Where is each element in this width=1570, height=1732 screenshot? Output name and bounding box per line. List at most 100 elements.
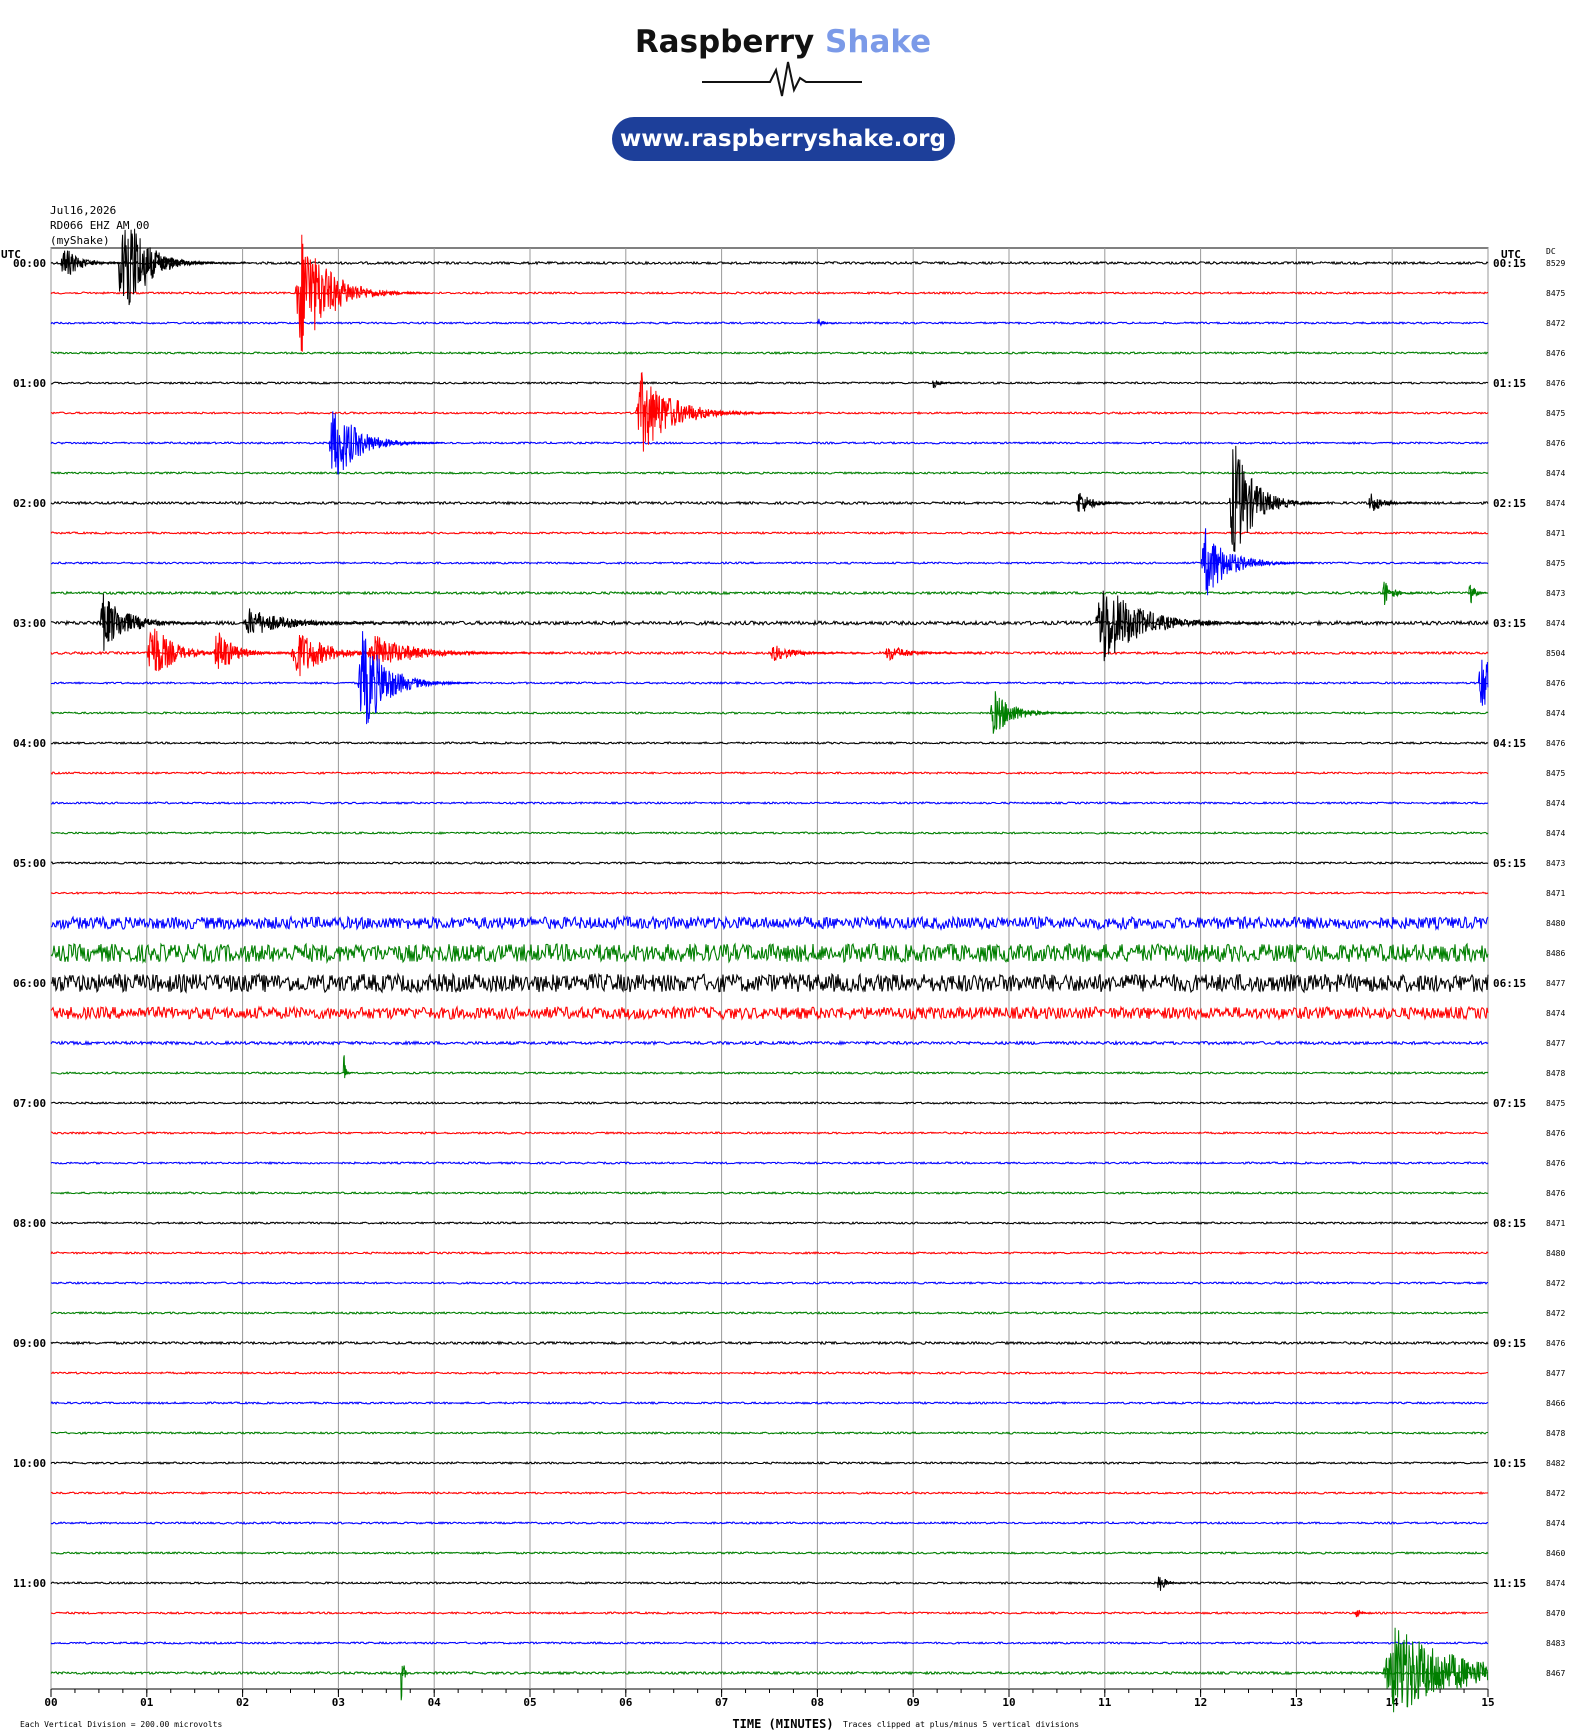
dc-value: 8475 [1546,1099,1565,1108]
trace [50,741,1489,746]
row-label-left: 06:00 [13,977,46,990]
trace [50,590,1489,596]
trace [50,471,1489,476]
trace [50,1221,1489,1225]
row-label-right: 02:15 [1493,497,1526,510]
trace [50,1131,1489,1136]
dc-value: 8472 [1546,1489,1565,1498]
x-tick-label: 09 [907,1696,920,1709]
event-trace [294,234,430,352]
trace [50,1521,1488,1525]
dc-value: 8483 [1546,1639,1565,1648]
event-trace [1094,590,1268,662]
x-tick-label: 03 [332,1696,345,1709]
trace [50,891,1489,896]
x-tick-label: 06 [619,1696,633,1709]
dc-value: 8474 [1546,1519,1565,1528]
trace [50,291,1489,295]
x-tick-label: 01 [140,1696,154,1709]
event-trace [931,379,961,389]
row-label-left: 02:00 [13,497,46,510]
trace [50,531,1489,536]
trace [50,441,1489,445]
dc-value: 8474 [1546,829,1565,838]
url: www.raspberryshake.org [620,126,946,152]
trace [50,860,1489,865]
dc-value: 8460 [1546,1549,1565,1558]
x-tick-label: 08 [811,1696,824,1709]
event-trace [290,634,425,677]
row-label-right: 10:15 [1493,1457,1526,1470]
trace [50,914,1489,931]
event-trace [1382,1627,1489,1713]
event-trace [400,1665,411,1701]
x-tick-label: 10 [1002,1696,1015,1709]
dc-label: DC [1546,247,1556,256]
dc-value: 8480 [1546,919,1565,928]
scale-note: Each Vertical Division = 200.00 microvol… [20,1720,222,1729]
trace [50,1340,1489,1346]
event-trace [634,371,789,452]
row-label-left: 01:00 [13,377,46,390]
right-axis-label: UTC [1501,248,1521,261]
x-tick-label: 07 [715,1696,728,1709]
trace [50,1101,1489,1105]
trace [50,942,1489,964]
dc-value: 8474 [1546,619,1565,628]
dc-value: 8472 [1546,1279,1565,1288]
trace [50,1401,1489,1406]
trace [50,1370,1489,1375]
row-label-left: 11:00 [13,1577,46,1590]
x-tick-label: 11 [1098,1696,1112,1709]
row-label-left: 04:00 [13,737,46,750]
dc-value: 8476 [1546,439,1565,448]
trace [50,710,1489,715]
dc-value: 8472 [1546,1309,1565,1318]
plot: 00 01 02 03 04 05 06 07 08 09 10 11 12 13 14 15Jul16,20… [1,204,1565,1731]
trace [50,831,1489,835]
row-label-right: 00:15 [1493,257,1526,270]
trace [50,381,1489,385]
row-label-left: 03:00 [13,617,46,630]
dc-value: 8476 [1546,349,1565,358]
trace [50,1431,1489,1435]
dc-value: 8471 [1546,529,1565,538]
trace [50,1580,1489,1585]
trace [50,1461,1489,1465]
brand: Raspberry Shake [635,24,931,60]
event-trace [884,646,981,662]
dc-value: 8476 [1546,739,1565,748]
trace [50,1251,1489,1255]
dc-value: 8486 [1546,949,1565,958]
logo-wave [702,61,862,97]
dc-value: 8482 [1546,1459,1565,1468]
station-info: (myShake) [50,234,110,247]
trace [50,260,1489,266]
dc-value: 8504 [1546,649,1565,658]
row-label-left: 05:00 [13,857,46,870]
dc-value: 8471 [1546,889,1565,898]
row-label-right: 04:15 [1493,737,1526,750]
event-trace [1468,584,1488,604]
row-label-right: 05:15 [1493,857,1526,870]
trace [50,1641,1489,1645]
dc-value: 8470 [1546,1609,1565,1618]
dc-value: 8467 [1546,1669,1565,1678]
brand-2: Shake [825,24,931,60]
dc-value: 8475 [1546,769,1565,778]
trace [50,351,1489,355]
trace [50,1670,1489,1676]
row-label-right: 08:15 [1493,1217,1526,1230]
dc-value: 8478 [1546,1429,1565,1438]
dc-value: 8473 [1546,859,1565,868]
event-trace [1477,659,1489,706]
dc-value: 8474 [1546,469,1565,478]
x-tick-label: 04 [428,1696,442,1709]
dc-value: 8476 [1546,1129,1565,1138]
event-trace [366,635,559,666]
dc-value: 8476 [1546,379,1565,388]
dc-value: 8476 [1546,1189,1565,1198]
trace [50,801,1488,805]
event-trace [1228,445,1325,552]
